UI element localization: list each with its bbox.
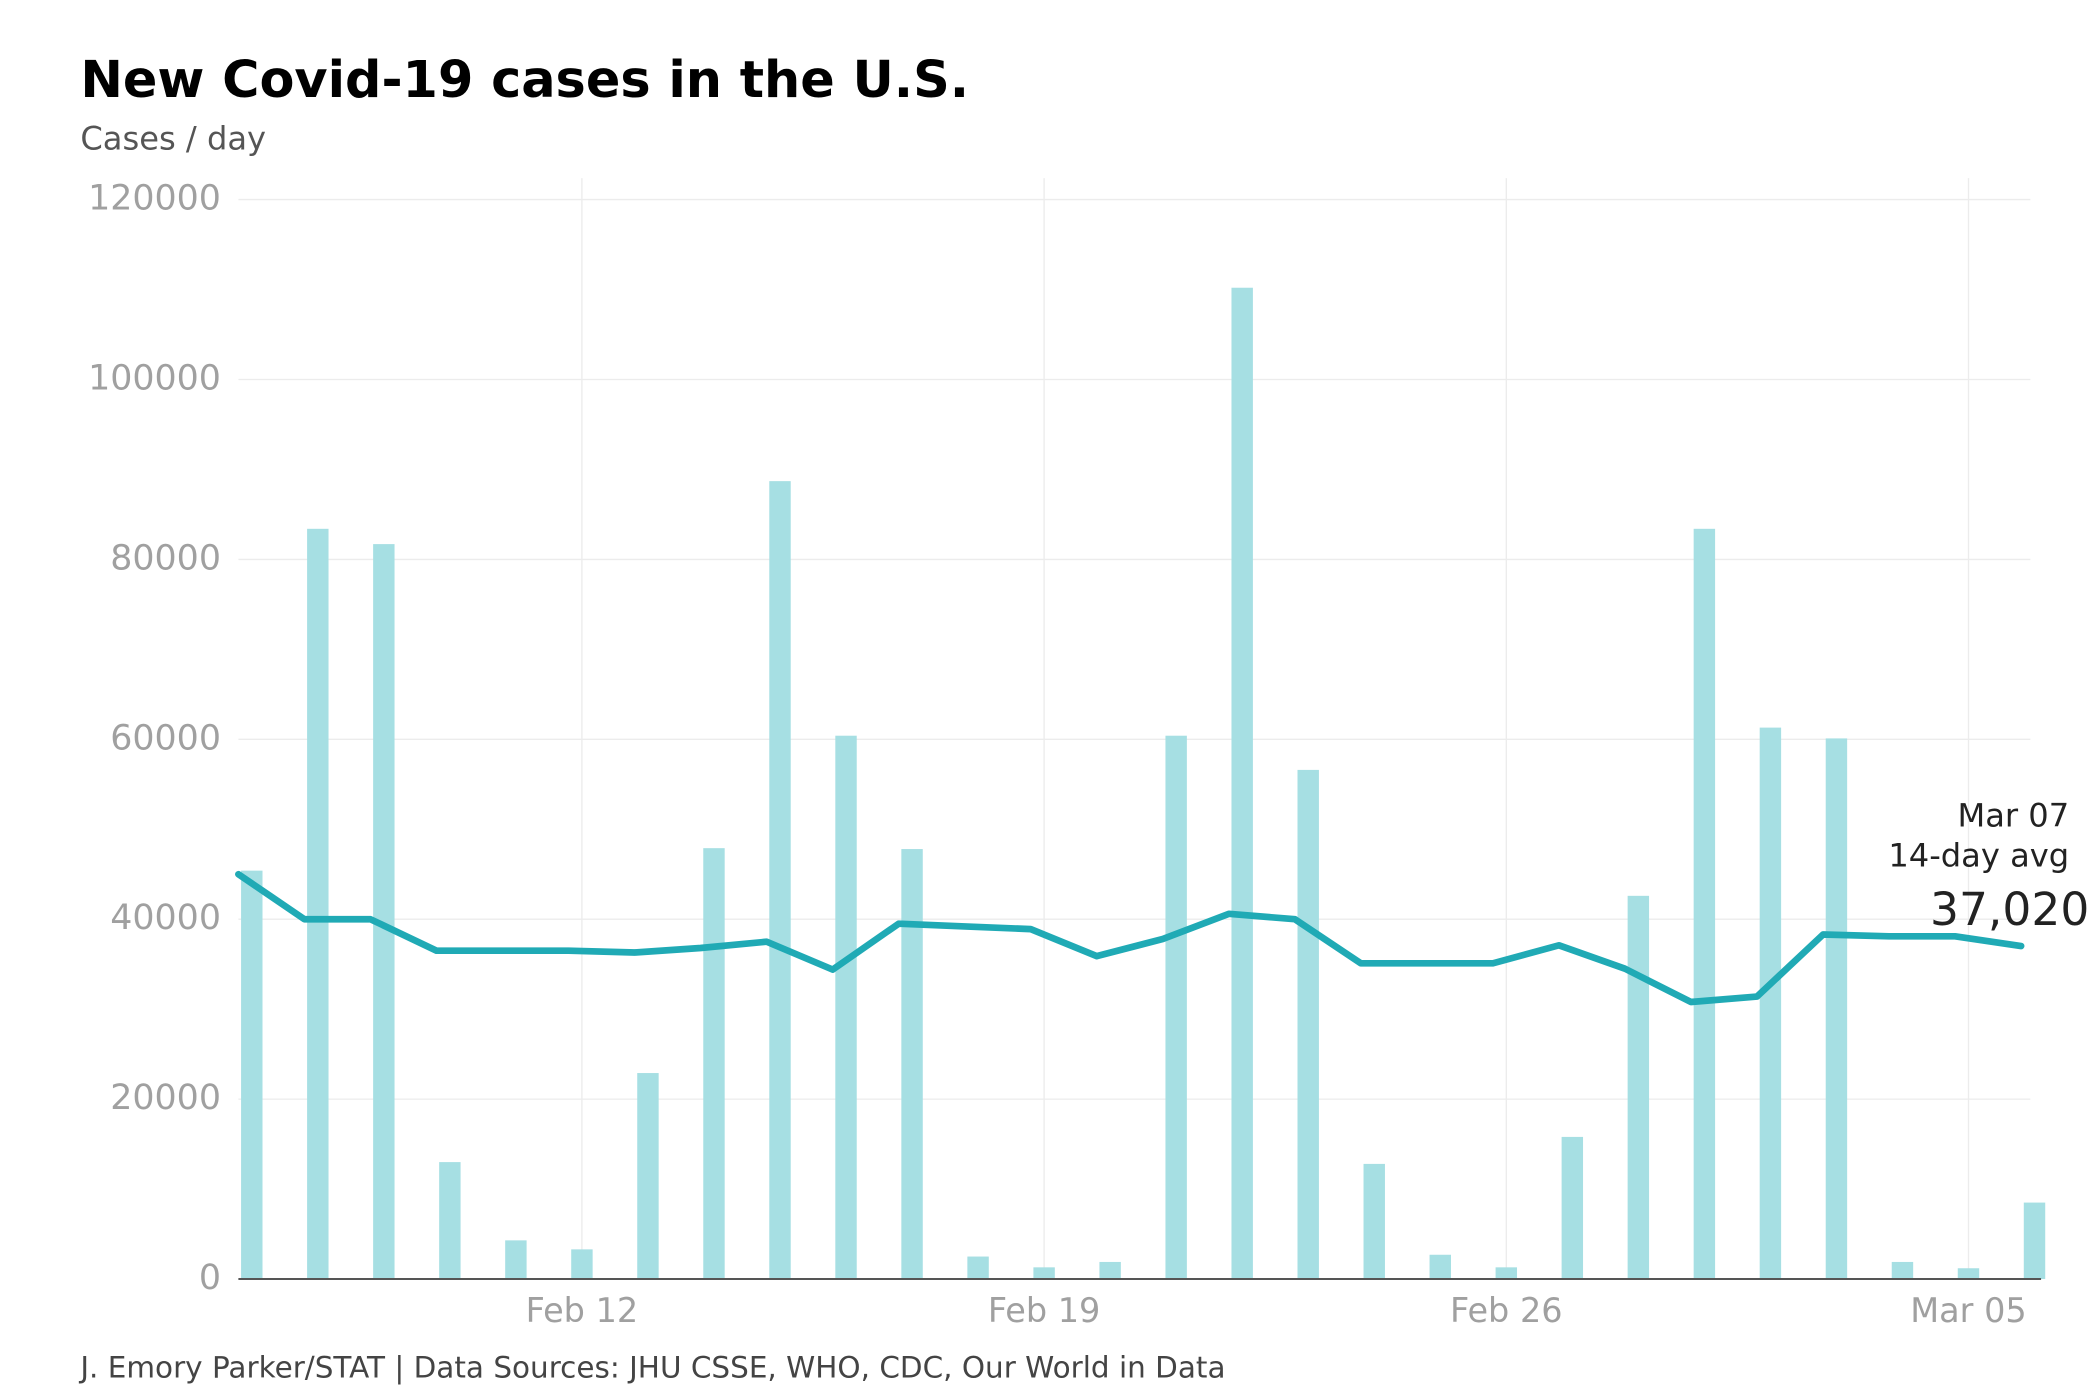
bar (901, 849, 923, 1280)
data-label: 37,020 (1930, 883, 2089, 936)
chart-subtitle: Cases / day (80, 120, 266, 158)
bar (1495, 1267, 1518, 1280)
y-tick-label: 20000 (110, 1078, 221, 1118)
bar (1957, 1268, 1980, 1280)
bar (1231, 287, 1253, 1280)
x-tick-label: Mar 05 (1910, 1291, 2026, 1330)
bar (2023, 1202, 2046, 1280)
bar (1099, 1261, 1121, 1280)
bar (1693, 528, 1716, 1280)
bar (637, 1073, 659, 1280)
bar (769, 481, 791, 1280)
line (235, 870, 2025, 1006)
bar (1891, 1261, 1914, 1280)
bar (241, 870, 263, 1280)
annotation: Mar 07 (1957, 796, 2069, 834)
bar (1429, 1254, 1451, 1280)
bar (1165, 735, 1187, 1280)
bar (505, 1240, 527, 1280)
bar (1561, 1136, 1584, 1280)
chart-title: New Covid-19 cases in the U.S. (80, 51, 969, 110)
bar (703, 848, 725, 1280)
y-tick-label: 60000 (110, 718, 221, 758)
source-note: J. Emory Parker/STAT | Data Sources: JHU… (78, 1350, 1225, 1385)
bar (571, 1249, 593, 1280)
y-tick-label: 0 (199, 1258, 221, 1298)
bar (307, 528, 329, 1280)
bar (1627, 895, 1650, 1280)
x-tick-label: Feb 26 (1450, 1291, 1562, 1330)
y-tick-label: 120000 (88, 179, 221, 219)
bar (835, 735, 857, 1280)
x-tick-label: Feb 12 (526, 1291, 638, 1330)
bar (373, 544, 395, 1280)
bar (1759, 727, 1782, 1280)
bar (1297, 769, 1319, 1280)
x-tick-label: Feb 19 (988, 1291, 1100, 1330)
y-tick-label: 40000 (110, 898, 221, 938)
y-tick-label: 100000 (88, 358, 221, 398)
bar (1033, 1267, 1055, 1280)
bar (967, 1256, 989, 1280)
y-tick-label: 80000 (110, 538, 221, 578)
annotation: 14-day avg (1888, 837, 2069, 875)
bar (1825, 738, 1848, 1280)
bar (1363, 1163, 1385, 1280)
bar (439, 1162, 461, 1280)
